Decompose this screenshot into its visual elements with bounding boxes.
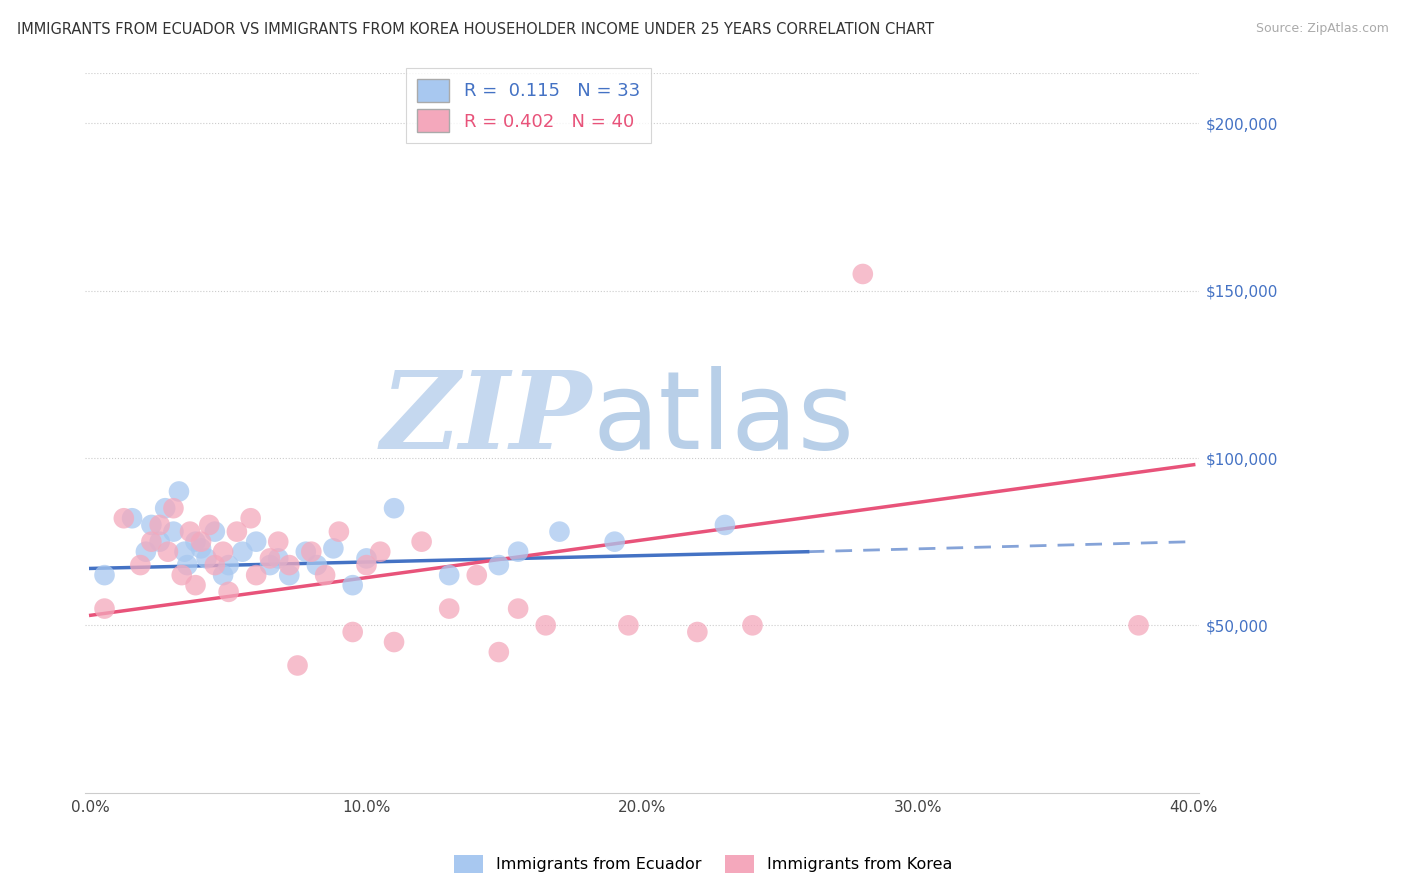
Point bbox=[368, 545, 391, 559]
Point bbox=[141, 534, 163, 549]
Point bbox=[225, 524, 247, 539]
Point bbox=[176, 558, 198, 573]
Point bbox=[218, 558, 240, 573]
Point bbox=[112, 511, 135, 525]
Point bbox=[382, 501, 405, 516]
Point bbox=[204, 558, 226, 573]
Text: Source: ZipAtlas.com: Source: ZipAtlas.com bbox=[1256, 22, 1389, 36]
Point bbox=[259, 558, 281, 573]
Point bbox=[141, 517, 163, 532]
Point bbox=[356, 551, 378, 566]
Point bbox=[162, 501, 184, 516]
Point bbox=[314, 568, 336, 582]
Point bbox=[465, 568, 488, 582]
Point bbox=[149, 517, 172, 532]
Point bbox=[686, 625, 709, 640]
Point bbox=[93, 601, 115, 615]
Point bbox=[322, 541, 344, 556]
Point bbox=[267, 534, 290, 549]
Point bbox=[1128, 618, 1150, 632]
Point bbox=[156, 545, 179, 559]
Point bbox=[342, 578, 364, 592]
Point bbox=[382, 635, 405, 649]
Point bbox=[852, 267, 875, 281]
Text: IMMIGRANTS FROM ECUADOR VS IMMIGRANTS FROM KOREA HOUSEHOLDER INCOME UNDER 25 YEA: IMMIGRANTS FROM ECUADOR VS IMMIGRANTS FR… bbox=[17, 22, 934, 37]
Point bbox=[218, 585, 240, 599]
Point bbox=[198, 517, 221, 532]
Point bbox=[287, 658, 309, 673]
Point bbox=[184, 534, 207, 549]
Point bbox=[508, 601, 530, 615]
Point bbox=[204, 524, 226, 539]
Point bbox=[149, 534, 172, 549]
Point bbox=[278, 558, 301, 573]
Point bbox=[534, 618, 557, 632]
Point bbox=[411, 534, 433, 549]
Point bbox=[93, 568, 115, 582]
Point bbox=[135, 545, 157, 559]
Point bbox=[488, 645, 510, 659]
Point bbox=[603, 534, 626, 549]
Point bbox=[239, 511, 262, 525]
Legend: R =  0.115   N = 33, R = 0.402   N = 40: R = 0.115 N = 33, R = 0.402 N = 40 bbox=[406, 68, 651, 143]
Point bbox=[356, 558, 378, 573]
Point bbox=[437, 601, 460, 615]
Point bbox=[212, 545, 235, 559]
Point bbox=[299, 545, 322, 559]
Point bbox=[342, 625, 364, 640]
Point bbox=[184, 578, 207, 592]
Text: ZIP: ZIP bbox=[381, 366, 592, 472]
Point bbox=[741, 618, 763, 632]
Point bbox=[190, 541, 212, 556]
Point bbox=[259, 551, 281, 566]
Legend: Immigrants from Ecuador, Immigrants from Korea: Immigrants from Ecuador, Immigrants from… bbox=[447, 848, 959, 880]
Point bbox=[170, 568, 193, 582]
Point bbox=[328, 524, 350, 539]
Point bbox=[245, 534, 267, 549]
Point bbox=[488, 558, 510, 573]
Point bbox=[167, 484, 190, 499]
Point bbox=[245, 568, 267, 582]
Point bbox=[129, 558, 152, 573]
Point bbox=[548, 524, 571, 539]
Point bbox=[267, 551, 290, 566]
Point bbox=[437, 568, 460, 582]
Point bbox=[278, 568, 301, 582]
Point bbox=[121, 511, 143, 525]
Point bbox=[231, 545, 253, 559]
Point bbox=[305, 558, 328, 573]
Point bbox=[195, 551, 218, 566]
Point bbox=[173, 545, 195, 559]
Point bbox=[212, 568, 235, 582]
Point bbox=[508, 545, 530, 559]
Point bbox=[295, 545, 318, 559]
Point bbox=[153, 501, 176, 516]
Point bbox=[162, 524, 184, 539]
Point bbox=[617, 618, 640, 632]
Text: atlas: atlas bbox=[592, 366, 853, 472]
Point bbox=[190, 534, 212, 549]
Point bbox=[714, 517, 737, 532]
Point bbox=[179, 524, 201, 539]
